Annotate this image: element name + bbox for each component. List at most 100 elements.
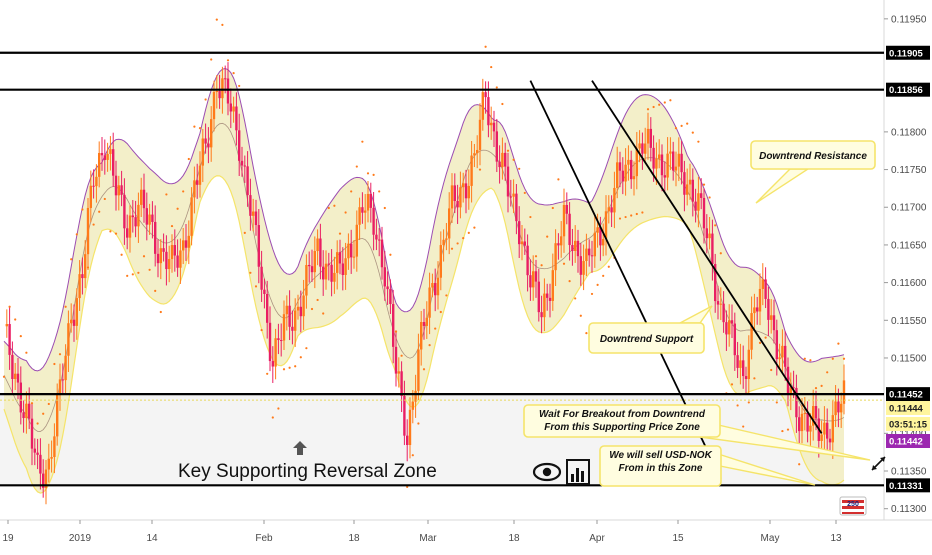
candle-body	[498, 161, 501, 168]
candle-body	[285, 305, 288, 315]
sar-dot	[484, 45, 487, 48]
candle-body	[523, 241, 526, 246]
sar-dot	[70, 258, 73, 261]
candle-body	[330, 264, 333, 282]
sar-dot	[400, 354, 403, 357]
y-tick-label: 0.11500	[891, 353, 927, 364]
sar-dot	[691, 131, 694, 134]
sar-dot	[646, 108, 650, 111]
sar-dot	[501, 102, 504, 106]
sar-dot	[238, 84, 241, 88]
candle-body	[89, 185, 92, 208]
candle-body	[168, 259, 171, 270]
sar-dot	[86, 266, 90, 269]
sar-dot	[266, 372, 269, 375]
price-badge-label: 03:51:15	[889, 420, 928, 431]
sar-dot	[495, 86, 498, 89]
sar-dot	[803, 357, 806, 360]
candle-body	[277, 338, 280, 341]
sar-dot	[165, 193, 168, 196]
candle-body	[403, 395, 406, 436]
candle-body	[151, 214, 154, 222]
flag-badge: 250	[839, 496, 867, 516]
y-tick-label: 0.11350	[891, 467, 927, 478]
candle-body	[28, 403, 31, 419]
sar-dot	[137, 271, 140, 274]
sar-dot	[490, 65, 493, 69]
candle-body	[520, 241, 524, 245]
callouts-layer: Downtrend Resistance Downtrend Support Wai…	[523, 140, 876, 487]
candle-body	[207, 143, 210, 148]
candle-body	[126, 228, 129, 238]
price-badge	[886, 401, 930, 415]
expand-arrow-icon[interactable]	[871, 456, 886, 471]
candle-body	[372, 207, 375, 235]
sar-dot	[389, 253, 392, 256]
sar-dot	[602, 274, 605, 277]
sar-dot	[299, 356, 302, 359]
candle-body	[226, 78, 230, 104]
candle-body	[137, 204, 140, 227]
candle-body	[42, 473, 45, 488]
candle-body	[842, 380, 846, 404]
sar-dot	[372, 173, 375, 176]
sar-dot	[344, 211, 347, 214]
candle-body	[767, 298, 770, 320]
sar-dot	[506, 149, 510, 152]
candle-body	[588, 248, 591, 256]
candle-body	[565, 204, 568, 214]
sar-dot	[568, 280, 571, 283]
candle-body	[408, 409, 412, 445]
sar-dot	[747, 401, 750, 404]
sar-dot	[42, 412, 45, 415]
candle-body	[803, 413, 806, 415]
sar-dot	[36, 422, 39, 425]
candle-body	[669, 151, 672, 154]
candle-body	[67, 323, 70, 356]
candle-body	[464, 183, 468, 199]
level-price-label: 0.11856	[889, 85, 923, 96]
candle-body	[506, 166, 510, 197]
sar-dot	[64, 305, 67, 308]
sar-dot	[534, 255, 538, 258]
candle-body	[305, 264, 308, 296]
sar-dot	[758, 341, 762, 344]
candle-body	[187, 235, 190, 248]
sar-dot	[114, 232, 118, 235]
candle-body	[254, 211, 258, 226]
candle-body	[294, 310, 297, 331]
sar-dot	[714, 224, 717, 227]
sar-dot	[842, 357, 846, 360]
candle-body	[16, 373, 20, 383]
candle-body	[134, 217, 137, 227]
candle-body	[789, 387, 792, 394]
sar-dot	[820, 384, 823, 387]
candle-body	[296, 306, 300, 311]
bar-chart-icon[interactable]	[566, 459, 590, 485]
sar-dot	[579, 314, 582, 317]
candle-body	[781, 345, 784, 358]
candle-body	[708, 233, 711, 239]
candle-body	[719, 303, 722, 305]
callout-downtrend-support-text: Downtrend Support	[600, 334, 694, 345]
candle-body	[336, 252, 339, 273]
candle-body	[271, 361, 274, 367]
sar-dot	[753, 377, 756, 380]
candle-body	[596, 227, 599, 233]
candle-body	[462, 183, 465, 188]
eye-icon[interactable]	[532, 462, 562, 482]
sar-dot	[8, 305, 11, 308]
sar-dot	[518, 167, 521, 170]
candle-body	[173, 245, 176, 256]
candle-body	[686, 184, 689, 195]
candle-body	[562, 204, 566, 237]
candle-body	[81, 274, 84, 279]
candle-body	[747, 349, 750, 380]
sar-dot	[428, 344, 431, 347]
sar-dot	[450, 247, 454, 250]
candle-body	[14, 373, 17, 380]
candle-body	[627, 159, 630, 165]
candle-body	[224, 78, 227, 80]
sar-dot	[764, 336, 767, 339]
